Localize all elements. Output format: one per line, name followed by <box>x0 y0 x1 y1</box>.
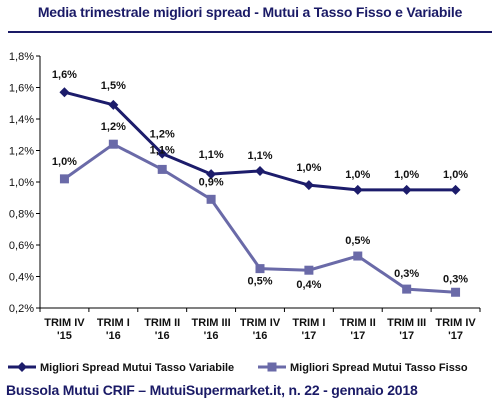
data-label: 0,3% <box>394 268 419 280</box>
y-tick-label: 1,0% <box>9 177 34 189</box>
data-label: 1,0% <box>443 169 468 181</box>
data-point-square <box>157 164 167 174</box>
y-tick-label: 0,2% <box>9 303 34 315</box>
y-tick-label: 1,2% <box>9 146 34 158</box>
data-point-square <box>108 139 118 149</box>
x-tick-label: TRIM III <box>387 317 426 329</box>
x-tick-label: TRIM II <box>144 317 180 329</box>
data-label: 0,9% <box>199 176 224 188</box>
data-label: 1,6% <box>52 69 77 81</box>
y-tick-label: 1,8% <box>9 51 34 63</box>
data-point-square <box>255 264 265 274</box>
x-tick-label: TRIM I <box>97 317 130 329</box>
data-label: 0,4% <box>296 279 321 291</box>
legend-label: Migliori Spread Mutui Tasso Fisso <box>290 362 468 374</box>
data-point-square <box>402 284 412 294</box>
data-label: 0,5% <box>247 276 272 288</box>
data-label: 1,0% <box>52 156 77 168</box>
x-tick-label-year: '17 <box>301 330 316 342</box>
y-tick-label: 1,4% <box>9 114 34 126</box>
source-caption: Bussola Mutui CRIF – MutuiSupermarket.it… <box>6 382 418 398</box>
x-tick-label: TRIM I <box>292 317 325 329</box>
y-tick-label: 0,8% <box>9 209 34 221</box>
x-tick-label-year: '15 <box>57 330 72 342</box>
data-label: 1,0% <box>345 169 370 181</box>
data-label: 0,3% <box>443 273 468 285</box>
data-point-diamond <box>352 184 363 195</box>
data-point-diamond <box>157 148 168 159</box>
data-point-square <box>206 194 216 204</box>
chart-title: Media trimestrale migliori spread - Mutu… <box>37 4 463 20</box>
data-point-square <box>353 251 363 261</box>
data-point-diamond <box>108 99 119 110</box>
x-tick-label-year: '17 <box>399 330 414 342</box>
data-point-square <box>59 174 69 184</box>
title-divider <box>8 31 492 33</box>
x-tick-label-year: '16 <box>155 330 170 342</box>
x-tick-label-year: '16 <box>204 330 219 342</box>
data-label: 1,0% <box>296 162 321 174</box>
data-label: 0,5% <box>345 235 370 247</box>
legend-label: Migliori Spread Mutui Tasso Variabile <box>40 362 234 374</box>
data-point-square <box>451 287 461 297</box>
x-tick-label-year: '16 <box>253 330 268 342</box>
y-tick-label: 1,6% <box>9 83 34 95</box>
x-tick-label: TRIM IV <box>240 317 281 329</box>
x-tick-label: TRIM II <box>340 317 376 329</box>
data-label: 1,5% <box>101 80 126 92</box>
data-point-diamond <box>401 184 412 195</box>
legend-marker-diamond <box>17 362 27 372</box>
data-point-square <box>304 265 314 275</box>
data-label: 1,0% <box>394 169 419 181</box>
data-label: 1,1% <box>199 149 224 161</box>
data-point-diamond <box>206 169 217 180</box>
data-point-diamond <box>59 87 70 98</box>
data-point-diamond <box>303 180 314 191</box>
data-point-diamond <box>255 165 265 176</box>
x-tick-label: TRIM IV <box>44 317 85 329</box>
x-tick-label-year: '17 <box>448 330 463 342</box>
x-tick-label: TRIM III <box>192 317 231 329</box>
x-tick-label: TRIM IV <box>435 317 476 329</box>
data-label: 1,1% <box>247 150 272 162</box>
y-tick-label: 0,6% <box>9 240 34 252</box>
data-point-diamond <box>450 184 461 195</box>
data-label: 1,2% <box>101 121 126 133</box>
legend-marker-square <box>267 362 277 372</box>
x-tick-label-year: '17 <box>350 330 365 342</box>
data-label: 1,1% <box>150 144 175 156</box>
x-tick-label-year: '16 <box>106 330 121 342</box>
data-label: 1,2% <box>150 129 175 141</box>
y-tick-label: 0,4% <box>9 272 34 284</box>
